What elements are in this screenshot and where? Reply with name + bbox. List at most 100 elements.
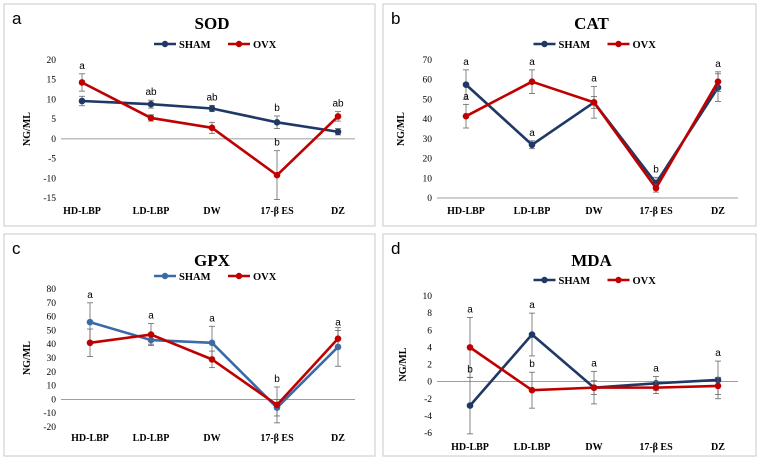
x-tick-label: DZ [711,442,725,453]
x-tick-label: LD-LBP [514,206,551,217]
series-ovx [462,69,722,193]
y-axis: 0 10 20 30 40 50 60 70 [423,56,433,204]
significance-label: b [653,164,659,175]
significance-label: a [529,57,535,68]
data-point [528,141,536,149]
chart-title: MDA [571,251,612,270]
y-axis: -20 -10 0 10 20 30 40 50 60 70 80 [43,285,56,433]
x-tick-label: LD-LBP [133,433,170,444]
annotations: a b a b a a a [467,300,721,375]
y-tick-label: 10 [423,292,433,302]
legend-label-ovx: OVX [253,40,277,51]
chart-title: GPX [194,251,231,270]
x-tick-label: HD-LBP [447,206,485,217]
legend-label-sham: SHAM [179,40,211,51]
panel-d: d MDA SHAM OVX -6 -4 -2 0 2 4 6 8 10 NG/ML HD-LBP LD-LB… [382,233,757,457]
y-tick-label: 0 [427,194,432,204]
significance-label: a [715,59,721,70]
y-tick-label: -5 [48,155,56,165]
significance-label: a [463,91,469,102]
annotations: a a a a a b a [463,57,721,175]
legend-marker-ovx [615,40,622,48]
significance-label: a [715,348,721,359]
y-tick-label: 40 [423,115,433,125]
y-axis-label: NG/ML [22,341,33,375]
data-point [273,118,281,126]
data-point [208,339,216,347]
data-point [462,112,470,120]
y-tick-label: 0 [51,395,56,405]
y-tick-label: 30 [423,135,433,145]
significance-label: a [467,304,473,315]
x-tick-label: HD-LBP [451,442,489,453]
data-point [714,382,722,390]
y-tick-label: 6 [427,326,432,336]
y-tick-label: 20 [47,56,57,66]
y-tick-label: -20 [43,423,56,433]
y-tick-label: 8 [427,309,432,319]
significance-label: a [335,317,341,328]
data-point [273,171,281,179]
significance-label: b [274,103,280,114]
data-point [273,401,281,409]
y-tick-label: 30 [47,354,57,364]
data-point [334,128,342,136]
legend-label-ovx: OVX [633,40,657,51]
panel-b: b CAT SHAM OVX 0 10 20 30 40 50 60 70 NG/ML HD-LBP LD-… [382,3,757,227]
data-point [334,335,342,342]
legend-marker-ovx [235,40,243,48]
data-point [528,386,536,394]
data-point [652,184,660,192]
data-point [86,318,94,326]
legend-marker-sham [541,276,548,284]
legend-marker-sham [161,272,169,280]
x-tick-label: DW [203,206,220,217]
panel-c: c GPX SHAM OVX -20 -10 0 10 20 30 40 50 60 70 80 NG/ML H… [3,233,376,457]
y-tick-label: -10 [43,409,56,419]
x-tick-label: DW [585,442,602,453]
annotations: a ab ab b b ab [79,61,344,149]
y-tick-label: 10 [47,382,57,392]
data-point [78,97,86,105]
significance-label: a [591,74,597,85]
x-axis: HD-LBP LD-LBP DW 17-β ES DZ [63,206,345,217]
y-tick-label: 70 [423,56,433,66]
legend: SHAM OVX [533,40,657,51]
y-tick-label: 15 [47,76,57,86]
y-tick-label: 70 [47,299,57,309]
y-tick-label: -15 [43,194,56,204]
x-tick-label: LD-LBP [133,206,170,217]
significance-label: a [529,300,535,311]
y-axis-label: NG/ML [398,347,409,381]
data-point [147,331,155,338]
series-ovx [78,73,342,200]
chart-title: CAT [574,14,609,33]
panel-a: a SOD SHAM OVX -15 -10 -5 0 5 10 15 20 NG/ML HD-LBP LD… [3,3,376,227]
significance-label: b [529,359,535,370]
significance-label: a [653,363,659,374]
significance-label: a [87,290,93,301]
y-tick-label: -10 [43,174,56,184]
y-tick-label: -6 [424,429,432,439]
legend-label-sham: SHAM [559,40,591,51]
panel-frame [3,233,376,457]
y-tick-label: 5 [51,115,56,125]
y-tick-label: 50 [47,326,57,336]
y-axis-label: NG/ML [396,112,407,146]
x-tick-label: DZ [711,206,725,217]
data-point [147,114,155,122]
y-tick-label: -2 [424,395,432,405]
legend: SHAM OVX [533,276,656,287]
y-tick-label: 0 [427,378,432,388]
x-axis: HD-LBP LD-LBP DW 17-β ES DZ [451,442,725,453]
legend-marker-sham [541,40,548,48]
legend-marker-ovx [235,272,243,280]
y-axis-label: NG/ML [22,112,33,146]
legend-marker-sham [161,40,169,48]
x-axis: HD-LBP LD-LBP DW 17-β ES DZ [447,206,725,217]
panel-letter: a [12,9,22,28]
series-ovx [86,323,342,424]
data-point [466,344,474,351]
significance-label: a [463,57,469,68]
y-tick-label: 4 [427,343,432,353]
